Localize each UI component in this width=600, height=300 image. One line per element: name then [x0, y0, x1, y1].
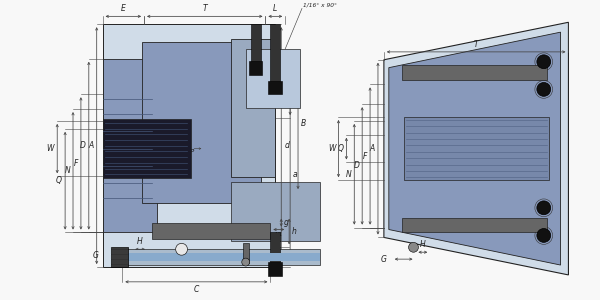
Circle shape	[176, 243, 187, 255]
Text: d: d	[284, 141, 289, 150]
Bar	[401, 218, 547, 232]
Text: W: W	[328, 144, 335, 153]
Text: O: O	[171, 148, 176, 154]
Text: D: D	[80, 141, 86, 150]
Bar	[142, 42, 260, 203]
Text: T: T	[474, 40, 478, 49]
Text: H: H	[137, 237, 143, 246]
Bar	[122, 249, 320, 265]
Bar	[103, 119, 191, 178]
Text: u: u	[288, 54, 293, 63]
Text: N: N	[346, 170, 352, 179]
Bar	[110, 247, 128, 267]
Bar	[271, 24, 280, 88]
Text: g: g	[284, 218, 289, 227]
Text: Q: Q	[56, 176, 62, 185]
Bar	[246, 49, 300, 108]
Text: E: E	[121, 4, 126, 14]
Bar	[152, 223, 271, 239]
Circle shape	[537, 229, 551, 242]
Text: B: B	[301, 119, 306, 128]
Bar	[103, 59, 157, 232]
Text: O: O	[439, 148, 444, 154]
Text: W: W	[47, 144, 54, 153]
Text: D: D	[353, 161, 359, 170]
Text: b: b	[293, 99, 298, 108]
Text: A: A	[370, 144, 375, 153]
Circle shape	[537, 201, 551, 215]
Text: H: H	[420, 240, 426, 249]
Polygon shape	[389, 32, 560, 265]
Text: h: h	[292, 227, 297, 236]
Circle shape	[537, 55, 551, 69]
Bar	[251, 24, 260, 69]
Text: 1/16° x 90°: 1/16° x 90°	[303, 2, 337, 8]
Text: N: N	[64, 166, 70, 175]
Bar	[404, 117, 549, 180]
Text: c: c	[288, 73, 292, 82]
Text: C: C	[194, 285, 199, 294]
Text: F: F	[363, 152, 367, 160]
Bar	[248, 61, 262, 75]
Text: F: F	[74, 159, 78, 168]
Bar	[122, 253, 320, 261]
Bar	[231, 39, 275, 177]
Text: M1: M1	[275, 232, 283, 238]
Circle shape	[409, 242, 418, 252]
Polygon shape	[384, 22, 568, 275]
Text: Q: Q	[337, 144, 343, 153]
Text: P: P	[190, 148, 194, 154]
Text: G: G	[93, 251, 98, 260]
Circle shape	[242, 258, 250, 266]
Text: G: G	[381, 255, 387, 264]
Bar	[401, 65, 547, 80]
Text: a: a	[293, 170, 298, 179]
Bar	[268, 80, 282, 94]
Bar	[103, 24, 275, 267]
Text: L: L	[273, 4, 277, 14]
Text: A: A	[88, 141, 94, 150]
Bar	[271, 232, 280, 272]
Bar	[231, 182, 320, 242]
Bar	[268, 262, 282, 276]
Bar	[243, 243, 248, 263]
Circle shape	[537, 82, 551, 96]
Text: P: P	[459, 148, 463, 154]
Text: T: T	[202, 4, 207, 14]
